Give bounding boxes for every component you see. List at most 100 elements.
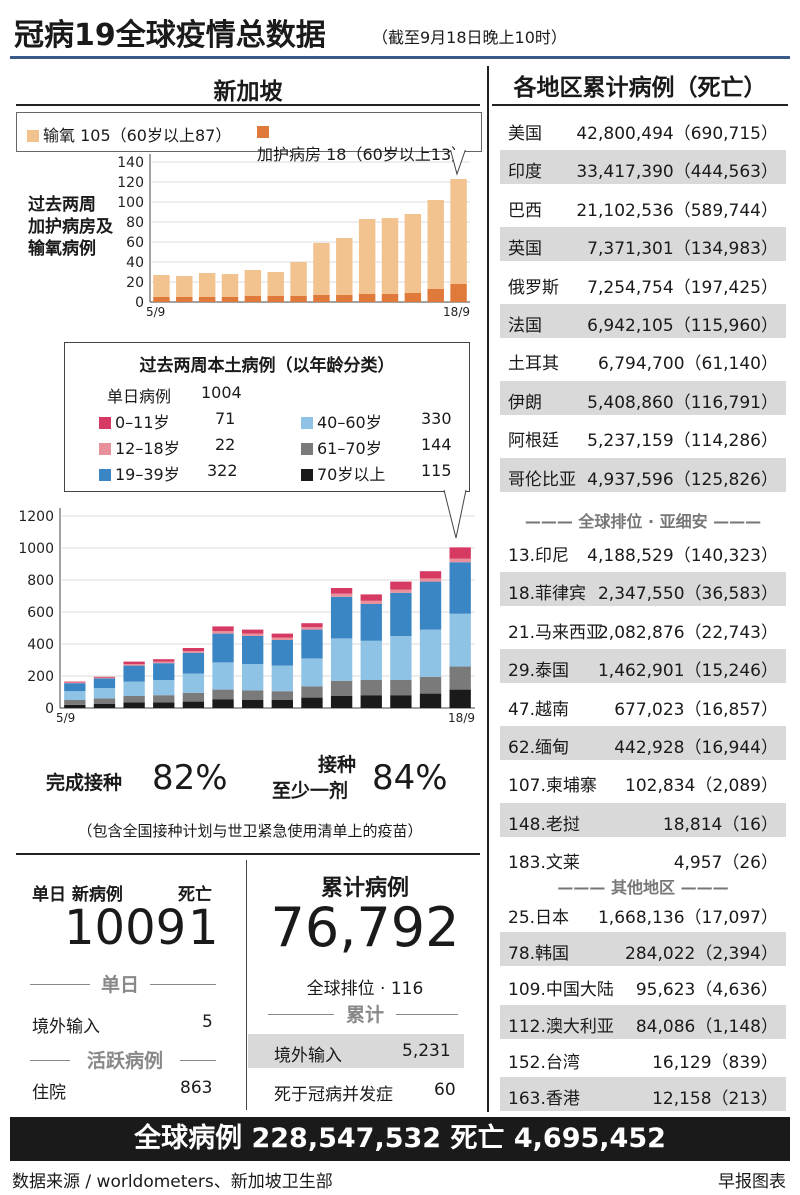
y-tick-label: 20 <box>126 275 144 291</box>
bar-segment <box>358 219 376 294</box>
bar-segment <box>212 631 234 634</box>
bar-segment <box>271 640 293 666</box>
cumulative-value: 76,792 <box>270 896 460 959</box>
chart1-side-label-line3: 输氧病例 <box>28 239 96 259</box>
hosp-value: 863 <box>180 1078 213 1098</box>
bar-segment <box>242 664 264 691</box>
asean-header: ——— 全球排位 · 亚细安 ——— <box>524 512 762 531</box>
bar-segment <box>390 695 412 708</box>
bar-segment <box>267 296 284 302</box>
asean-row: 29.泰国 1,462,901（15,246） <box>500 649 786 684</box>
page-title: 冠病19全球疫情总数据 <box>14 18 326 53</box>
title-bar <box>10 8 790 59</box>
age-0-11-swatch <box>99 417 111 429</box>
asean-row: 148.老挝 18,814（16） <box>500 802 786 837</box>
bar-segment <box>244 296 262 302</box>
bar-segment <box>271 633 293 638</box>
asean-row: 47.越南 677,023（16,857） <box>500 688 786 722</box>
icu-swatch <box>257 126 269 138</box>
bar-segment <box>242 690 264 700</box>
bar-segment <box>330 588 353 594</box>
oxygen-swatch <box>27 130 39 142</box>
age-12-18-value: 22 <box>215 435 236 454</box>
data-source: 数据来源 / worldometers、新加坡卫生部 <box>12 1172 333 1192</box>
asean-row: 18.菲律宾 2,347,550（36,583） <box>500 572 786 607</box>
bar-segment <box>153 695 175 703</box>
bar-segment <box>360 640 382 680</box>
other-region-row: 78.韩国 284,022（2,394） <box>500 932 786 967</box>
asean-value: 18,814（16） <box>662 814 778 835</box>
bar-segment <box>450 284 467 302</box>
bar-segment <box>153 702 175 708</box>
legend-oxygen: 输氧 105（60岁以上87） <box>27 122 231 146</box>
bar-segment <box>242 633 264 636</box>
y-tick-label: 600 <box>27 605 54 621</box>
other-region-value: 1,668,136（17,097） <box>597 908 778 928</box>
chart1-side-label-line1: 过去两周 <box>28 195 96 215</box>
hosp-label: 住院 <box>32 1083 66 1103</box>
legend-pointer <box>450 150 466 176</box>
asean-name: 183.文莱 <box>508 853 580 874</box>
daily-death-value: 1 <box>188 900 219 956</box>
bar-segment <box>313 243 330 295</box>
daily-imported-value: 5 <box>202 1012 213 1032</box>
bar-segment <box>153 680 175 696</box>
country-value: 6,794,700（61,140） <box>597 354 778 375</box>
bar-segment <box>301 627 323 630</box>
icu-oxygen-chart: 140 120 100 80 60 40 20 05/9 18/9 <box>117 150 470 319</box>
bar-segment <box>64 682 86 684</box>
active-section-label: 活跃病例 <box>86 1050 163 1072</box>
bar-segment <box>93 688 116 699</box>
daily-new-value: 1009 <box>64 900 187 956</box>
country-name: 印度 <box>508 162 542 183</box>
bar-segment <box>427 289 444 302</box>
cum-imported-row <box>248 1034 464 1068</box>
cum-rule-right <box>396 1014 458 1015</box>
age-0-11-label: 0–11岁 <box>115 413 170 432</box>
bar-segment <box>313 295 330 302</box>
country-name: 伊朗 <box>508 392 542 413</box>
bar-segment <box>123 661 145 664</box>
vax-one-label-2: 至少一剂 <box>272 780 349 802</box>
other-region-value: 84,086（1,148） <box>635 1016 778 1037</box>
x-end-label: 18/9 <box>448 711 475 725</box>
other-region-row: 163.香港 12,158（213） <box>500 1077 786 1111</box>
bar-segment <box>64 683 86 692</box>
asean-name: 107.柬埔寨 <box>508 776 597 797</box>
bar-segment <box>381 294 399 302</box>
bar-segment <box>242 629 264 634</box>
bar-segment <box>198 297 216 302</box>
country-row: 英国 7,371,301（134,983） <box>500 227 786 262</box>
y-tick-label: 0 <box>135 295 144 311</box>
bar-segment <box>93 677 116 679</box>
asean-value: 4,957（26） <box>673 853 778 874</box>
y-tick-label: 800 <box>27 573 54 589</box>
asean-value: 442,928（16,944） <box>614 738 778 758</box>
bar-segment <box>390 581 412 590</box>
y-tick-label: 200 <box>27 669 54 685</box>
bar-segment <box>449 666 471 690</box>
country-row: 土耳其 6,794,700（61,140） <box>500 342 786 376</box>
bar-segment <box>271 637 293 640</box>
bar-segment <box>301 686 323 698</box>
country-name: 美国 <box>508 124 542 144</box>
country-value: 7,371,301（134,983） <box>587 239 778 260</box>
age-legend-12-18: 12–18岁 <box>99 435 180 459</box>
age-70plus-value: 115 <box>421 461 452 480</box>
daily-imported-label: 境外输入 <box>32 1017 100 1037</box>
asean-name: 62.缅甸 <box>508 738 570 758</box>
bar-segment <box>221 274 239 297</box>
bar-segment <box>390 589 412 593</box>
bar-segment <box>449 613 471 667</box>
bar-segment <box>390 636 412 680</box>
cum-deaths-label: 死于冠病并发症 <box>274 1085 393 1105</box>
country-row: 法国 6,942,105（115,960） <box>500 304 786 338</box>
y-tick-label: 60 <box>126 235 144 251</box>
daily-rule-left <box>30 984 90 985</box>
other-region-row: 25.日本 1,668,136（17,097） <box>500 896 786 930</box>
vax-rule <box>16 853 480 855</box>
chart1-legend: 输氧 105（60岁以上87） 加护病房 18（60岁以上13） <box>16 112 482 164</box>
regions-header: 各地区累计病例（死亡） <box>513 75 767 101</box>
bar-segment <box>419 693 442 708</box>
country-row: 阿根廷 5,237,159（114,286） <box>500 419 786 453</box>
